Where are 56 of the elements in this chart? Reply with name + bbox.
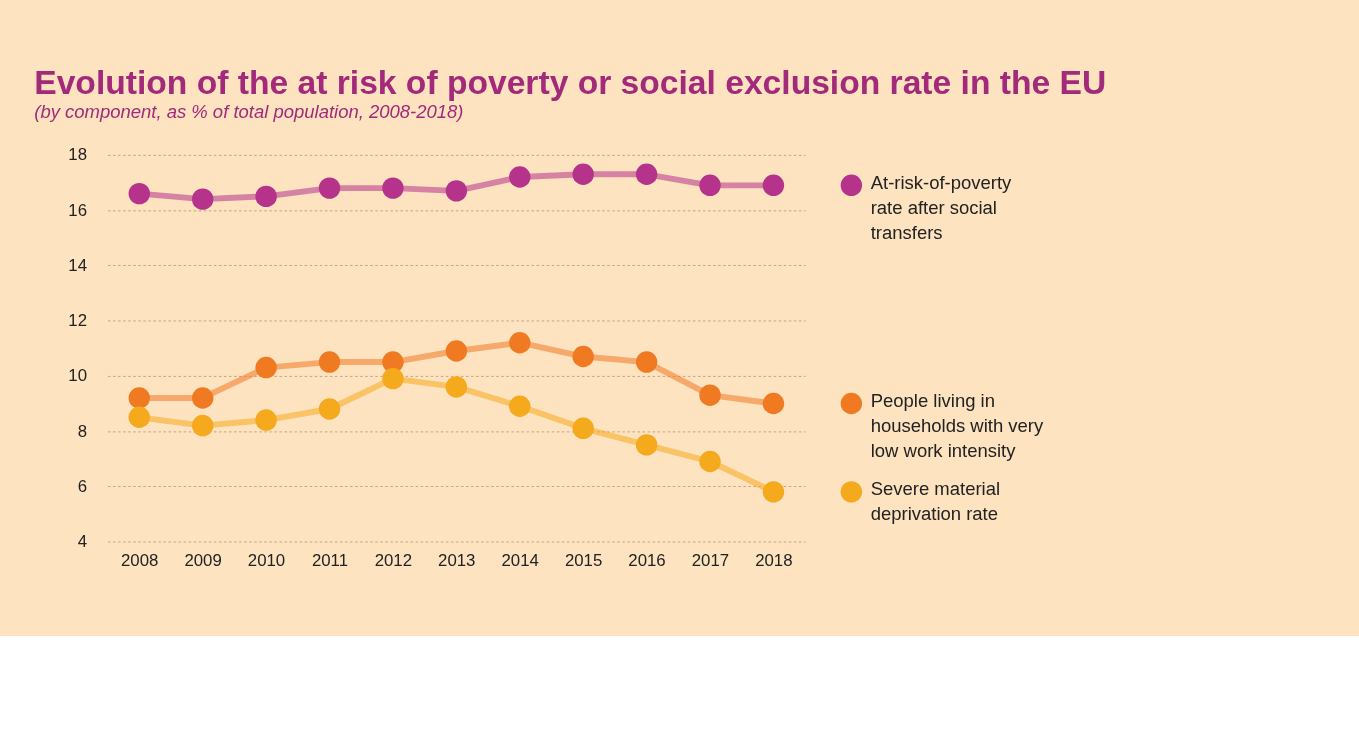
point [509, 166, 531, 188]
x-tick-label: 2018 [755, 550, 793, 570]
point [635, 351, 658, 373]
y-tick-label: 12 [68, 311, 87, 331]
legend-label: People living in households with very low work intensity [870, 389, 1044, 462]
x-tick-label: 2012 [374, 550, 413, 570]
x-tick-label: 2009 [184, 550, 222, 570]
x-tick-label: 2011 [311, 550, 349, 570]
point [128, 387, 150, 409]
point [191, 188, 214, 210]
point [509, 332, 531, 354]
point [445, 180, 468, 202]
point [699, 174, 721, 197]
y-tick-label: 10 [68, 366, 87, 386]
x-tick-label: 2014 [501, 550, 539, 570]
point [382, 177, 404, 199]
point [635, 163, 658, 185]
point [635, 434, 658, 456]
point [128, 182, 150, 205]
x-tick-label: 2015 [564, 550, 603, 570]
chart-title: Evolution of the at risk of poverty or social exclusion rate in the EU [34, 64, 1107, 102]
point [762, 174, 785, 197]
point [572, 417, 594, 440]
point [128, 406, 150, 428]
point [255, 356, 277, 379]
point [572, 345, 594, 368]
point [318, 351, 341, 373]
point [191, 414, 214, 437]
point [699, 450, 721, 473]
y-tick-label: 16 [68, 200, 87, 220]
point [318, 177, 341, 199]
point [191, 387, 214, 409]
point [382, 367, 404, 390]
point [255, 409, 277, 431]
point [762, 392, 785, 415]
y-tick-label: 6 [77, 476, 87, 496]
x-tick-label: 2010 [247, 550, 286, 570]
point [445, 376, 468, 398]
point [318, 398, 341, 420]
point [762, 481, 785, 503]
y-tick-label: 4 [77, 532, 87, 552]
point [255, 185, 277, 208]
point [445, 340, 468, 362]
x-tick-label: 2008 [121, 550, 159, 570]
y-tick-label: 18 [68, 145, 87, 165]
legend-label: Severe material deprivation rate [870, 478, 1001, 525]
chart-subtitle: (by component, as % of total population, 2008-2018) [34, 100, 464, 122]
point [572, 163, 594, 185]
legend-label: At-risk-of-poverty rate after social transfers [870, 171, 1013, 244]
y-tick-label: 14 [68, 255, 87, 275]
point [699, 384, 721, 406]
x-tick-label: 2016 [628, 550, 666, 570]
x-tick-label: 2017 [691, 550, 730, 570]
y-tick-label: 8 [77, 421, 87, 441]
point [509, 395, 531, 417]
x-tick-label: 2013 [438, 550, 476, 570]
